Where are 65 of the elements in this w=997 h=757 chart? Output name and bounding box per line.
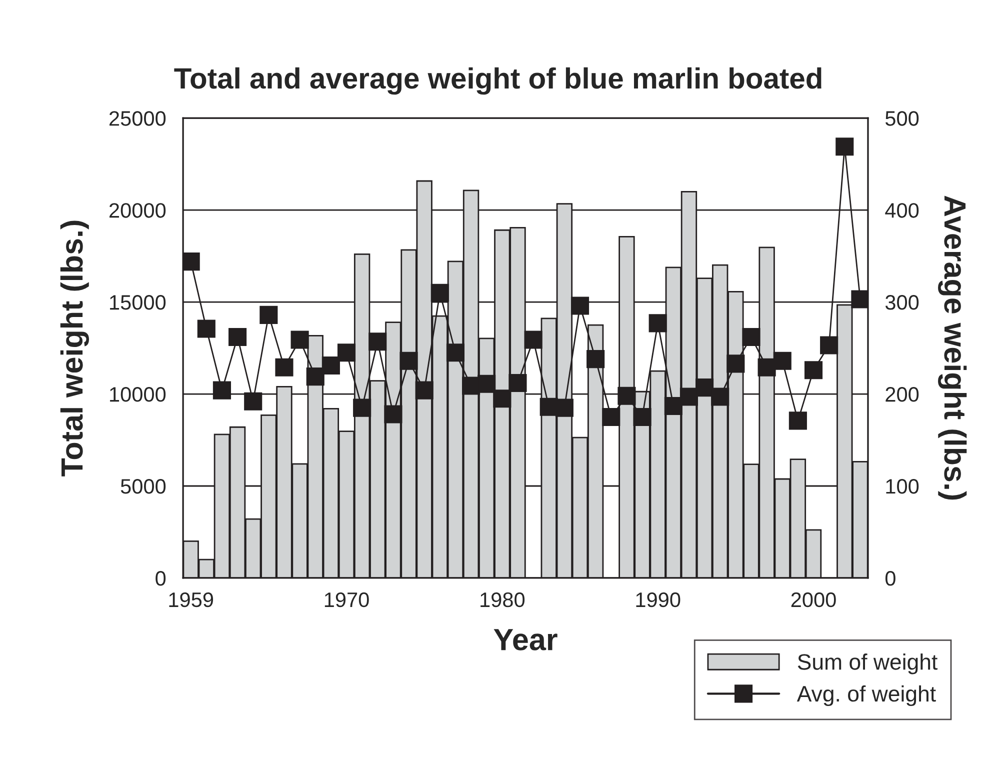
x-axis-title: Year — [494, 629, 558, 650]
point — [290, 330, 309, 349]
x-tick-label: 1970 — [324, 592, 369, 608]
point — [430, 284, 449, 302]
point — [570, 296, 590, 315]
point — [648, 314, 667, 332]
point — [183, 252, 200, 271]
point — [353, 398, 372, 417]
point — [446, 344, 464, 362]
point — [680, 388, 698, 406]
point — [758, 358, 776, 376]
y-tick-label: 5000 — [120, 478, 166, 494]
chart-title: Total and average weight of blue marlin boated — [174, 67, 822, 95]
point — [851, 290, 868, 308]
x-tick-label: 1980 — [480, 592, 525, 608]
y-tick-label: 25000 — [110, 111, 166, 126]
point — [586, 350, 605, 368]
point — [618, 386, 636, 405]
y-tick-label: 15000 — [110, 295, 166, 310]
point — [337, 344, 356, 362]
y2-tick-label: 300 — [885, 295, 919, 310]
point — [493, 390, 512, 408]
point — [742, 328, 760, 346]
y-tick-label: 10000 — [110, 387, 166, 402]
y2-tick-label: 500 — [885, 111, 919, 126]
y-tick-label: 20000 — [110, 203, 166, 218]
y2-tick-label: 200 — [886, 387, 919, 402]
point — [400, 352, 418, 370]
point — [726, 354, 745, 373]
point — [633, 408, 652, 426]
legend-label: Avg. of weight — [796, 685, 936, 706]
point — [260, 306, 278, 324]
x-tick-label: 1990 — [636, 592, 680, 608]
point — [228, 328, 247, 346]
point — [711, 388, 730, 406]
point — [478, 374, 496, 393]
point — [415, 381, 434, 400]
y2-tick-label: 400 — [885, 203, 919, 218]
point — [384, 405, 402, 424]
point — [696, 378, 714, 397]
point — [773, 352, 792, 370]
y2-axis-title: Average weight (lbs.) — [938, 196, 967, 500]
y2-tick-label: 100 — [886, 478, 919, 494]
y2-tick-label: 0 — [885, 570, 896, 586]
y-axis-title: Total weight (lbs.) — [60, 220, 90, 476]
point — [836, 138, 854, 156]
point — [322, 356, 340, 375]
point — [197, 320, 216, 338]
point — [306, 368, 324, 386]
point — [602, 408, 620, 426]
point — [508, 374, 527, 392]
point — [275, 358, 294, 376]
point — [244, 392, 262, 410]
x-tick-label: 1959 — [169, 592, 214, 608]
y-tick-label: 0 — [156, 570, 166, 586]
point — [524, 330, 542, 349]
point — [212, 381, 231, 400]
point — [368, 332, 387, 351]
legend-label: Sum of weight — [798, 654, 938, 674]
x-tick-label: 2000 — [791, 592, 836, 608]
point — [555, 398, 574, 417]
point — [804, 361, 823, 380]
point — [664, 396, 682, 416]
point — [820, 336, 838, 354]
point — [788, 412, 807, 430]
